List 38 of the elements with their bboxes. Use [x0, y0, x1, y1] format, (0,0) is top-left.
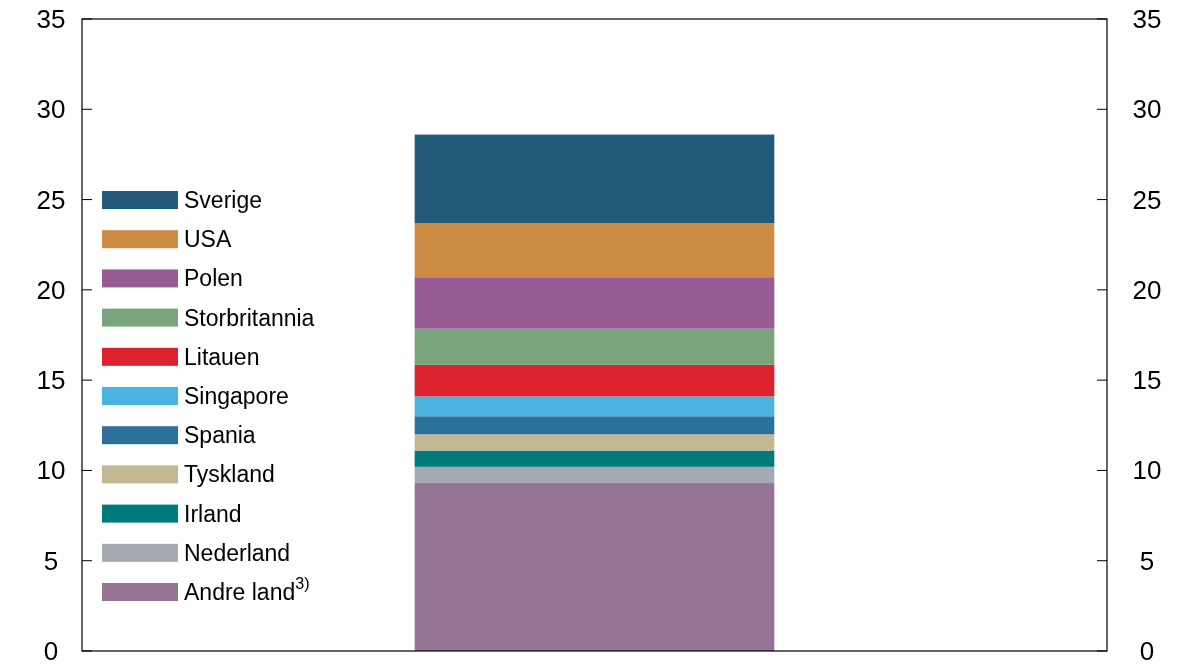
bar — [414, 277, 775, 329]
y2-tick-label: 15 — [1132, 365, 1162, 396]
legend-label: Sverige — [184, 187, 262, 213]
legend-label: Storbritannia — [184, 304, 315, 331]
bar — [414, 396, 775, 417]
y-tick-label: 5 — [43, 545, 59, 576]
bar — [414, 364, 775, 397]
bar — [414, 223, 775, 278]
legend-label: Tyskland — [184, 461, 275, 488]
legend-label: Spania — [184, 422, 256, 449]
legend-label: Andre land$^{3)}$ — [184, 574, 310, 605]
y2-tick-label: 0 — [1139, 636, 1155, 666]
legend-label: Irland — [184, 500, 242, 527]
y2-tick-label: 25 — [1132, 184, 1162, 215]
y2-tick-label: 20 — [1132, 274, 1162, 305]
legend-label: USA — [184, 226, 232, 253]
legend-label: Polen — [184, 265, 243, 292]
y2-tick-label: 10 — [1132, 455, 1162, 486]
y-tick-label: 35 — [36, 4, 66, 34]
bar — [414, 328, 775, 365]
y2-tick-label: 35 — [1132, 4, 1162, 34]
bar — [414, 483, 775, 651]
y-tick-label: 15 — [36, 365, 66, 396]
bar — [414, 416, 775, 435]
y-tick-label: 30 — [36, 94, 66, 125]
bar — [414, 434, 775, 451]
y-tick-label: 20 — [36, 274, 66, 305]
y-tick-label: 0 — [43, 636, 59, 666]
y2-tick-label: 30 — [1132, 94, 1162, 125]
y-tick-label: 25 — [36, 184, 66, 215]
legend-label: Nederland — [184, 539, 291, 566]
bar — [414, 466, 775, 484]
legend-label: Singapore — [184, 383, 289, 409]
y2-tick-label: 5 — [1139, 545, 1155, 576]
legend-label: Litauen — [184, 343, 260, 370]
y-tick-label: 10 — [36, 455, 66, 486]
bar — [414, 134, 775, 224]
bar — [414, 450, 775, 467]
